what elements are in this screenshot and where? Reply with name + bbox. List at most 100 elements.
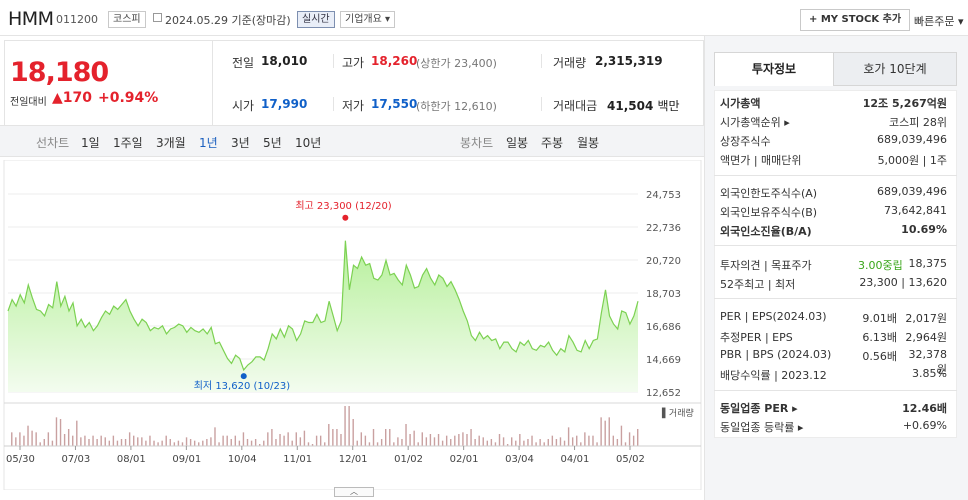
volume-bar xyxy=(348,406,350,446)
tab-10y[interactable]: 10년 xyxy=(295,136,322,150)
volume-bar xyxy=(238,440,241,446)
volume-bar xyxy=(608,417,610,446)
per-row-label: PBR | BPS (2024.03) xyxy=(720,348,832,361)
volume-bar xyxy=(250,440,253,446)
volume-bar xyxy=(401,439,403,446)
volume-bar xyxy=(336,429,338,446)
volume-bar xyxy=(259,444,261,446)
volume-bar xyxy=(218,442,220,446)
volume-bar xyxy=(72,435,74,446)
volume-bar xyxy=(376,442,379,446)
range-value: 23,300 | 13,620 xyxy=(859,276,947,289)
volume-bar xyxy=(385,429,387,446)
volume-bar xyxy=(185,437,188,446)
tab-orderbook[interactable]: 호가 10단계 xyxy=(833,52,957,86)
volume-bar xyxy=(145,440,147,446)
x-tick-label: 12/01 xyxy=(339,454,368,465)
volume-bar xyxy=(315,435,318,446)
per-row-value2: 2,964원 xyxy=(905,331,947,344)
tab-invest-info[interactable]: 투자정보 xyxy=(714,52,834,86)
volume-bar xyxy=(372,429,375,446)
volume-bar xyxy=(466,434,468,446)
volume-bar xyxy=(206,439,208,446)
volume-bar xyxy=(543,442,545,446)
volume-bar xyxy=(55,417,58,446)
volume-bar xyxy=(592,435,594,446)
volume-bar xyxy=(441,440,444,446)
sector-per-value: 12.46배 xyxy=(902,402,947,415)
invest-info-card xyxy=(714,90,957,438)
info-row-value: 12조 5,267억원 xyxy=(862,97,947,110)
amount-value: 41,504 백만 xyxy=(607,99,680,113)
volume-bar xyxy=(482,437,484,446)
volume-bar xyxy=(214,427,216,446)
volume-bar xyxy=(161,440,163,446)
volume-bar xyxy=(108,440,111,446)
volume-bar xyxy=(502,437,505,446)
volume-bar xyxy=(177,440,180,446)
stock-name: HMM xyxy=(8,8,54,30)
tab-weekly[interactable]: 주봉 xyxy=(541,136,564,150)
divider xyxy=(212,40,213,125)
price-chart[interactable]: 24,753 22,736 20,720 18,703 16,686 14,669 12,6… xyxy=(0,160,704,490)
tab-1d[interactable]: 1일 xyxy=(81,136,100,150)
price-change-pct: +0.94% xyxy=(98,90,159,106)
volume-bar xyxy=(486,440,489,446)
volume-bar xyxy=(242,432,245,446)
volume-bar xyxy=(563,440,566,446)
target-price: 18,375 xyxy=(908,257,948,270)
volume-bar xyxy=(600,417,602,446)
sector-rate-label[interactable]: 동일업종 등락률 ▸ xyxy=(720,421,804,434)
realtime-button[interactable]: 실시간 xyxy=(297,11,335,28)
volume-bar xyxy=(332,429,334,446)
volume-bar xyxy=(612,435,615,446)
tab-5y[interactable]: 5년 xyxy=(263,136,282,150)
company-info-dropdown[interactable]: 기업개요 ▾ xyxy=(340,11,395,28)
sector-per-label[interactable]: 동일업종 PER ▸ xyxy=(720,402,798,415)
per-row-value2: 3.85% xyxy=(912,367,947,380)
info-row-label: 상장주식수 xyxy=(720,135,771,148)
volume-bar xyxy=(588,435,590,446)
volume-bar xyxy=(551,435,554,446)
range-label: 52주최고 | 최저 xyxy=(720,278,796,291)
volume-bar xyxy=(360,432,363,446)
tab-daily[interactable]: 일봉 xyxy=(506,136,529,150)
x-tick-label: 08/01 xyxy=(117,454,146,465)
tab-1w[interactable]: 1주일 xyxy=(113,136,143,150)
volume-bar xyxy=(397,437,399,446)
volume-bar xyxy=(230,439,232,446)
line-chart-label: 선차트 xyxy=(36,136,70,150)
low-annotation: 최저 13,620 (10/23) xyxy=(194,380,290,392)
low-label: 저가 xyxy=(342,99,365,113)
volume-bar xyxy=(189,439,192,446)
tab-3y[interactable]: 3년 xyxy=(231,136,250,150)
divider xyxy=(333,97,334,111)
volume-bar xyxy=(279,434,281,446)
info-row-label: 액면가 | 매매단위 xyxy=(720,154,802,167)
my-stock-add-button[interactable]: + MY STOCK 추가 xyxy=(800,9,911,31)
tab-3m[interactable]: 3개월 xyxy=(156,136,186,150)
volume-bar xyxy=(450,439,452,446)
chart-frame xyxy=(3,160,702,490)
volume-bar xyxy=(433,437,436,446)
x-tick-label: 04/01 xyxy=(561,454,590,465)
collapse-chart-button[interactable]: ︿ xyxy=(334,487,374,497)
volume-legend: ▌거래량 xyxy=(661,407,694,419)
volume-bar xyxy=(437,434,440,446)
high-label: 고가 xyxy=(342,56,365,70)
volume-bar xyxy=(88,439,90,446)
x-tick-label: 05/30 xyxy=(6,454,35,465)
per-row-label: PER | EPS(2024.03) xyxy=(720,310,827,323)
opinion-label: 투자의견 | 목표주가 xyxy=(720,259,812,272)
volume-bar xyxy=(319,435,322,446)
tab-monthly[interactable]: 월봉 xyxy=(577,136,600,150)
per-row-value2: 2,017원 xyxy=(905,312,947,325)
volume-bar xyxy=(340,434,342,446)
volume-bar xyxy=(246,439,249,446)
x-tick-label: 10/04 xyxy=(228,454,257,465)
sector-rate-value: +0.69% xyxy=(902,419,947,432)
volume-bar xyxy=(124,439,127,446)
quick-order-button[interactable]: 빠른주문 ▾ xyxy=(914,15,964,28)
tab-1y[interactable]: 1년 xyxy=(199,136,218,150)
foreign-row-value: 689,039,496 xyxy=(877,185,947,198)
